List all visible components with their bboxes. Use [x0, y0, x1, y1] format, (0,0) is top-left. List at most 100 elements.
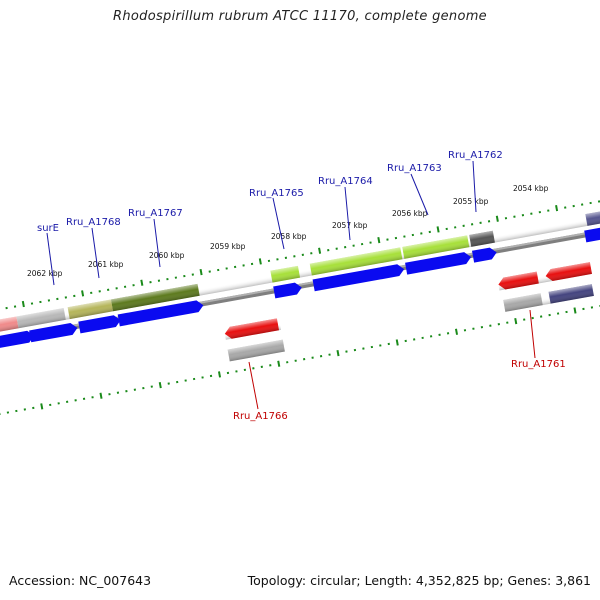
minor-tick [404, 339, 407, 343]
minor-tick [98, 290, 101, 293]
minor-tick [327, 249, 330, 252]
minor-tick [276, 258, 279, 261]
minor-tick [369, 241, 372, 244]
minor-tick [497, 323, 500, 326]
minor-tick [132, 284, 135, 287]
minor-tick [13, 305, 17, 308]
minor-tick [284, 256, 288, 259]
minor-tick [413, 338, 416, 341]
minor-tick [286, 361, 289, 364]
minor-tick [370, 345, 374, 349]
minor-tick [133, 388, 137, 391]
gene-label-rru-a1763: Rru_A1763 [387, 163, 442, 174]
gene-label-rru-a1762: Rru_A1762 [448, 150, 503, 161]
scale-ticks-forward [5, 200, 600, 310]
minor-tick [73, 294, 76, 298]
minor-tick [462, 224, 465, 228]
minor-tick [506, 321, 509, 324]
scale-label-2059: 2059 kbp [210, 242, 246, 251]
minor-tick [243, 368, 247, 372]
genome-summary: Topology: circular; Length: 4,352,825 bp… [247, 573, 591, 588]
minor-tick [242, 264, 245, 267]
gene-label-rru-a1766: Rru_A1766 [233, 411, 288, 422]
minor-tick [260, 365, 263, 368]
minor-tick [345, 350, 348, 353]
minor-tick [90, 291, 93, 295]
minor-tick [233, 265, 237, 269]
minor-tick [480, 326, 484, 329]
minor-tick [487, 220, 491, 223]
gene-arrow-2 [29, 323, 78, 343]
major-tick [573, 307, 577, 314]
minor-tick [547, 209, 550, 212]
gene-label-rru-a1765: Rru_A1765 [249, 188, 304, 199]
minor-tick [269, 364, 272, 367]
major-tick [81, 290, 85, 297]
scale-labels: 2062 kbp 2061 kbp 2060 kbp 2059 kbp 2058… [27, 184, 549, 278]
minor-tick [183, 274, 186, 278]
minor-tick [335, 247, 338, 250]
minor-tick [74, 399, 77, 402]
minor-tick [590, 306, 594, 309]
minor-tick [176, 380, 179, 384]
minor-tick [472, 327, 475, 330]
minor-tick [0, 412, 1, 416]
scale-label-2057: 2057 kbp [332, 221, 368, 230]
minor-tick [428, 230, 431, 234]
minor-tick [250, 262, 254, 266]
minor-tick [310, 252, 313, 255]
major-tick [140, 279, 144, 286]
minor-tick [539, 315, 543, 318]
minor-tick [479, 221, 482, 224]
minor-tick [91, 396, 94, 399]
minor-tick [538, 210, 541, 214]
gene-arrow-8 [471, 247, 497, 263]
minor-tick [504, 217, 508, 220]
gene-arrow-7 [405, 252, 472, 275]
minor-tick [57, 402, 60, 405]
genome-title: Rhodospirillum rubrum ATCC 11170, comple… [113, 9, 487, 24]
minor-tick [174, 276, 178, 279]
major-tick [555, 204, 559, 212]
minor-tick [150, 385, 153, 388]
scale-label-2056: 2056 kbp [392, 209, 428, 218]
minor-tick [429, 335, 433, 338]
minor-tick [353, 348, 357, 352]
minor-tick [157, 279, 161, 282]
minor-tick [489, 324, 492, 327]
minor-tick [548, 313, 551, 317]
minor-tick [30, 302, 34, 305]
major-tick [454, 328, 459, 335]
scale-label-2054: 2054 kbp [513, 184, 549, 193]
minor-tick [387, 342, 390, 346]
scale-ticks-reverse [0, 304, 600, 416]
minor-tick [302, 358, 306, 361]
minor-tick [32, 406, 35, 410]
minor-tick [56, 297, 59, 301]
forward-gene-arrows [0, 225, 600, 357]
minor-tick [556, 312, 560, 315]
major-tick [336, 349, 340, 357]
minor-tick [394, 236, 398, 240]
minor-tick [403, 235, 406, 238]
minor-tick [445, 227, 448, 231]
major-tick [21, 300, 25, 308]
minor-tick [438, 333, 441, 336]
minor-tick [116, 391, 120, 394]
gene-arrow-1 [0, 330, 35, 357]
major-tick [217, 371, 222, 378]
minor-tick [65, 400, 69, 404]
minor-tick [115, 287, 118, 290]
minor-tick [446, 332, 450, 335]
gene-arrow-3 [78, 315, 121, 334]
minor-tick [217, 268, 220, 272]
minor-tick [123, 285, 127, 288]
minor-tick [572, 204, 575, 208]
forward-gene-bars [0, 202, 600, 343]
minor-tick [319, 354, 323, 358]
minor-tick [149, 281, 152, 284]
minor-tick [421, 336, 424, 340]
major-tick [514, 317, 518, 325]
minor-tick [362, 347, 365, 350]
minor-tick [411, 233, 415, 237]
